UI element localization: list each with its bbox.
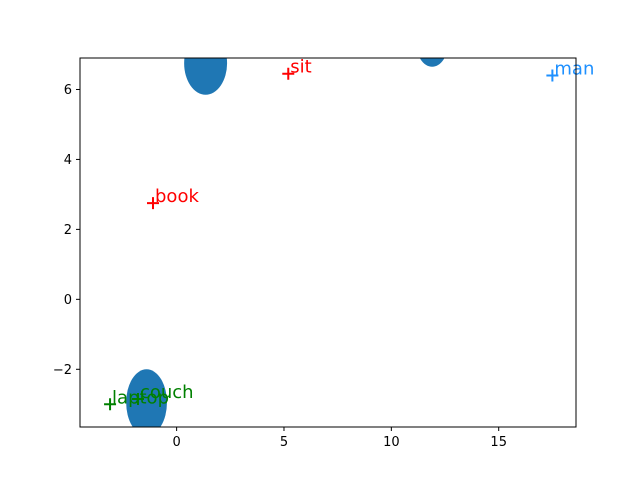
point-label: sit <box>290 57 311 78</box>
y-tick-label: 4 <box>64 153 72 168</box>
point-couch: couch <box>131 382 194 406</box>
point-label: man <box>554 58 594 79</box>
plus-marker <box>131 393 144 406</box>
y-tick-label: −2 <box>53 363 72 378</box>
x-tick-label: 10 <box>383 435 400 450</box>
y-tick-label: 6 <box>64 83 72 98</box>
plus-marker <box>546 69 559 82</box>
y-axis: −2 0 2 4 6 <box>53 83 80 378</box>
x-axis: 0 5 10 15 <box>172 427 507 450</box>
ellipse-layer <box>126 58 445 427</box>
point-label: couch <box>140 382 194 403</box>
x-tick-label: 15 <box>490 435 507 450</box>
plus-marker <box>282 67 295 80</box>
point-man: man <box>546 58 594 82</box>
plus-marker <box>104 398 117 411</box>
x-tick-label: 0 <box>172 435 180 450</box>
plus-marker <box>147 197 160 210</box>
plot-area-frame <box>79 57 577 428</box>
point-laptop: laptop <box>104 387 169 411</box>
point-book: book <box>147 186 199 210</box>
y-tick-label: 0 <box>64 293 72 308</box>
point-sit: sit <box>282 57 312 80</box>
y-tick-label: 2 <box>64 223 72 238</box>
point-label: laptop <box>112 387 169 408</box>
ellipse-marker-1 <box>184 58 228 95</box>
ellipse-marker-2 <box>419 58 445 67</box>
point-label: book <box>155 186 199 207</box>
x-tick-label: 5 <box>280 435 288 450</box>
ellipse-marker-3 <box>126 369 167 427</box>
